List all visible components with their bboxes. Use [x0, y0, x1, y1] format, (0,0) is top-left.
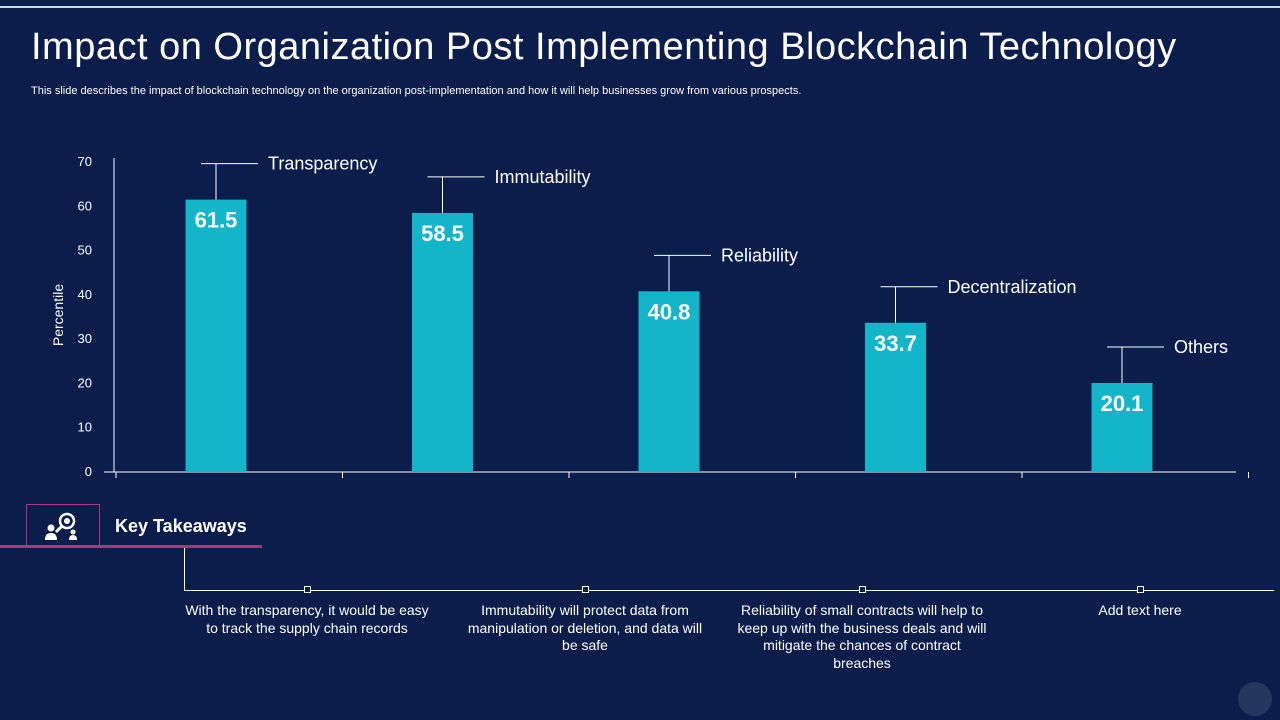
timeline-marker	[1137, 586, 1144, 593]
value-label: 58.5	[421, 221, 464, 246]
bar-chart: 0 10 20 30 40 50 60 70 Transparency Immutability…	[50, 154, 1249, 479]
timeline-line	[184, 590, 1274, 591]
y-tick-label: 70	[78, 154, 92, 169]
key-takeaways-label: Key Takeaways	[115, 516, 247, 536]
key-takeaways-icon-box	[26, 504, 100, 546]
takeaway-placeholder: Add text here	[1098, 602, 1182, 618]
search-person-icon	[45, 512, 77, 540]
value-label: 20.1	[1101, 391, 1144, 416]
value-label: 61.5	[195, 208, 238, 233]
takeaway-reliability: Reliability of small contracts will help…	[737, 602, 987, 671]
takeaway-transparency: With the transparency, it would be easy …	[185, 602, 429, 636]
timeline-marker	[582, 586, 589, 593]
timeline-connector	[184, 548, 185, 591]
page-subtitle: This slide describes the impact of block…	[31, 85, 802, 97]
y-tick-label: 30	[78, 331, 92, 346]
bar	[865, 322, 926, 472]
timeline-marker	[304, 586, 311, 593]
category-label: Transparency	[268, 154, 377, 174]
category-label: Immutability	[495, 167, 591, 187]
y-tick-label: 0	[85, 464, 92, 479]
y-tick-label: 20	[78, 375, 92, 390]
value-label: 33.7	[874, 331, 917, 356]
category-label: Decentralization	[948, 277, 1077, 297]
bar	[1091, 382, 1153, 472]
timeline-marker	[859, 586, 866, 593]
y-tick-label: 40	[78, 287, 92, 302]
bar	[412, 212, 473, 472]
y-tick-label: 50	[78, 243, 92, 258]
bar	[185, 199, 247, 472]
y-axis-title: Percentile	[50, 284, 66, 346]
page-title: Impact on Organization Post Implementing…	[31, 26, 1177, 68]
corner-circle	[1238, 682, 1272, 716]
takeaway-immutability: Immutability will protect data from mani…	[467, 602, 703, 653]
y-tick-label: 10	[78, 420, 92, 435]
value-label: 40.8	[648, 299, 691, 324]
y-tick-label: 60	[78, 198, 92, 213]
key-takeaways-underline	[0, 545, 262, 548]
category-label: Reliability	[721, 245, 798, 265]
top-rule	[0, 6, 1280, 8]
category-label: Others	[1174, 337, 1228, 357]
bar	[638, 291, 700, 472]
